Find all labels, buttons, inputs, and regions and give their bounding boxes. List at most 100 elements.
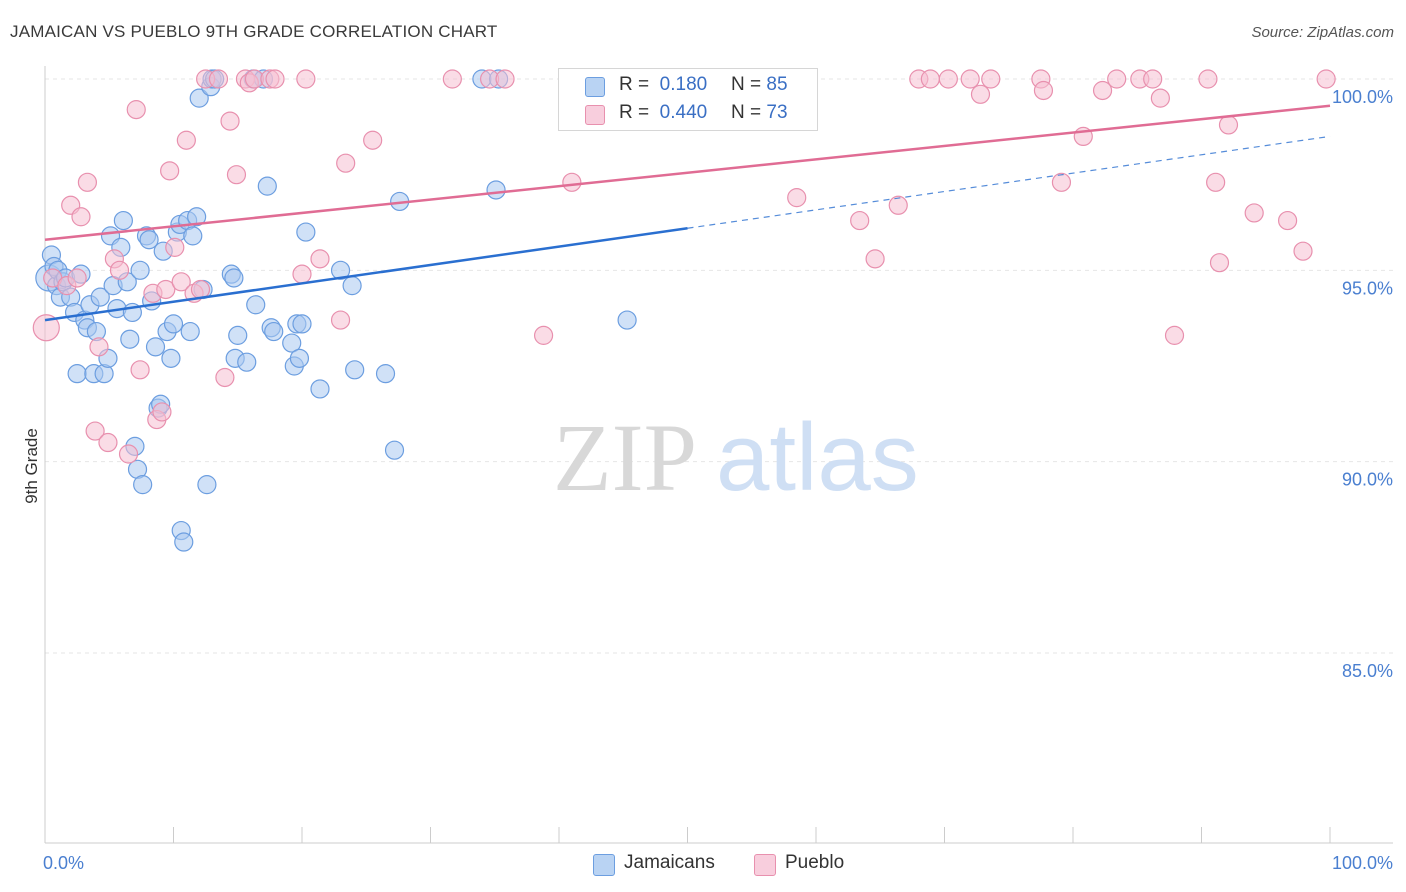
point-jamaicans — [197, 475, 217, 495]
point-pueblo — [960, 69, 980, 89]
point-pueblo — [787, 188, 807, 208]
point-jamaicans — [296, 222, 316, 242]
legend-r-pueblo: R = 0.440 — [619, 102, 708, 123]
point-pueblo — [1150, 88, 1170, 108]
point-jamaicans — [375, 364, 396, 384]
point-pueblo — [533, 325, 554, 345]
point-jamaicans — [183, 226, 203, 246]
point-pueblo — [330, 310, 351, 330]
point-jamaicans — [228, 325, 248, 345]
point-jamaicans — [237, 352, 257, 372]
chart-title: JAMAICAN VS PUEBLO 9TH GRADE CORRELATION… — [10, 22, 498, 41]
point-pueblo — [495, 69, 515, 89]
point-pueblo — [176, 130, 196, 150]
y-tick-label: 95.0% — [1342, 278, 1393, 298]
point-pueblo — [89, 337, 109, 357]
point-jamaicans — [180, 321, 200, 342]
point-pueblo — [1033, 80, 1054, 101]
point-pueblo — [1218, 115, 1239, 135]
point-pueblo — [165, 237, 185, 257]
point-pueblo — [226, 165, 247, 185]
trend-line-jamaicans — [44, 227, 688, 322]
point-pueblo — [1051, 172, 1072, 192]
trend-lines — [44, 104, 1331, 322]
point-jamaicans — [330, 260, 351, 280]
point-pueblo — [160, 161, 180, 181]
point-pueblo — [32, 314, 60, 342]
point-pueblo — [208, 69, 229, 89]
legend-row-pueblo: R = 0.440 N = 73 — [559, 99, 817, 129]
point-pueblo — [888, 195, 908, 215]
point-pueblo — [336, 153, 356, 173]
point-pueblo — [109, 260, 130, 280]
point-jamaicans — [187, 207, 207, 227]
point-jamaicans — [90, 287, 110, 307]
bottom-legend-label-jamaicans: Jamaicans — [624, 852, 715, 873]
tick-labels: 100.0% 95.0% 90.0% 85.0% 0.0% 100.0% — [43, 87, 1393, 873]
point-pueblo — [152, 402, 172, 422]
point-pueblo — [130, 360, 150, 380]
point-pueblo — [85, 421, 105, 441]
point-pueblo — [865, 249, 885, 269]
point-pueblo — [1107, 69, 1127, 89]
point-pueblo — [1164, 325, 1185, 345]
legend-n-pueblo: N = 73 — [731, 102, 788, 123]
legend-swatch-pink — [585, 105, 605, 125]
point-jamaicans — [163, 314, 184, 334]
point-pueblo — [938, 69, 958, 89]
point-pueblo — [562, 172, 582, 192]
point-jamaicans — [133, 475, 153, 495]
point-pueblo — [1277, 210, 1298, 231]
point-pueblo — [67, 268, 87, 288]
point-jamaicans — [282, 333, 302, 353]
legend-row-jamaicans: R = 0.180 N = 85 — [559, 71, 817, 101]
axes — [44, 66, 1393, 844]
point-jamaicans — [120, 329, 140, 349]
y-tick-label: 90.0% — [1342, 470, 1393, 490]
point-pueblo — [1143, 69, 1163, 89]
point-pueblo — [71, 207, 91, 227]
y-axis-title: 9th Grade — [22, 428, 41, 504]
point-jamaicans — [67, 364, 87, 384]
point-jamaicans — [257, 176, 277, 196]
point-pueblo — [850, 210, 870, 231]
point-pueblo — [363, 130, 383, 150]
x-tick-label: 100.0% — [1332, 853, 1393, 873]
point-jamaicans — [486, 180, 506, 200]
point-pueblo — [1092, 80, 1113, 101]
bottom-legend-swatch-blue — [593, 854, 615, 876]
point-pueblo — [292, 264, 312, 284]
point-pueblo — [220, 111, 240, 131]
point-jamaicans — [310, 379, 330, 399]
point-pueblo — [156, 279, 176, 300]
point-pueblo — [1316, 69, 1336, 89]
point-jamaicans — [342, 276, 362, 296]
point-pueblo — [1198, 69, 1218, 89]
point-jamaicans — [224, 268, 244, 288]
point-pueblo — [171, 272, 191, 292]
trend-line-jamaicans-projection — [687, 135, 1331, 229]
point-jamaicans — [174, 532, 194, 552]
point-jamaicans — [264, 321, 284, 342]
bottom-legend-swatch-pink — [754, 854, 776, 876]
point-pueblo — [981, 69, 1001, 89]
point-jamaicans — [139, 230, 159, 250]
source-credit: Source: ZipAtlas.com — [1251, 24, 1394, 41]
point-pueblo — [1209, 253, 1230, 273]
point-pueblo — [1244, 203, 1264, 223]
x-tick-label: 0.0% — [43, 853, 84, 873]
point-jamaicans — [292, 314, 312, 334]
point-pueblo — [442, 69, 462, 89]
legend-r-jamaicans: R = 0.180 — [619, 74, 708, 95]
point-pueblo — [126, 100, 146, 120]
point-jamaicans — [384, 440, 405, 460]
point-pueblo — [77, 172, 98, 192]
point-jamaicans — [161, 348, 181, 368]
trend-line-pueblo — [44, 104, 1331, 241]
y-tick-label: 100.0% — [1332, 87, 1393, 107]
legend-n-jamaicans: N = 85 — [731, 74, 788, 95]
point-jamaicans — [189, 88, 209, 108]
point-jamaicans — [145, 337, 166, 357]
point-jamaicans — [113, 210, 133, 231]
